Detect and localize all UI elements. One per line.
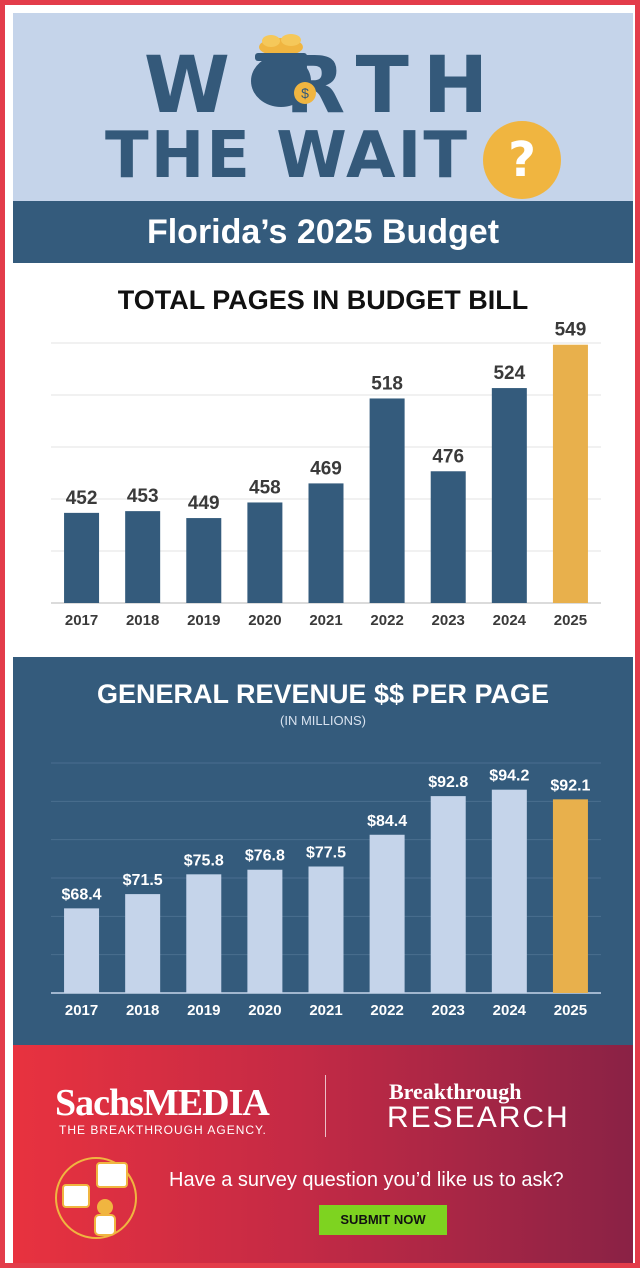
chart1-title: TOTAL PAGES IN BUDGET BILL	[117, 285, 529, 315]
x-tick-2019: 2019	[187, 612, 220, 629]
x-tick-2020: 2020	[248, 612, 281, 629]
chart2-subtitle: (IN MILLIONS)	[280, 713, 366, 728]
x-tick-2017: 2017	[65, 1002, 98, 1019]
hero-title-line2: THE WAIT	[105, 119, 469, 193]
bar-2018	[125, 511, 161, 603]
bar-2024	[491, 789, 527, 993]
bar-2021	[308, 866, 344, 993]
sachs-media-tagline: THE BREAKTHROUGH AGENCY.	[59, 1123, 267, 1137]
data-label-2019: $75.8	[184, 852, 224, 869]
bar-2021	[308, 483, 344, 603]
logo-divider	[325, 1075, 326, 1137]
bar-2020	[247, 869, 283, 993]
data-label-2020: $76.8	[245, 848, 285, 865]
bar-2022	[369, 834, 405, 993]
x-tick-2024: 2024	[493, 612, 527, 629]
bar-2019	[186, 518, 222, 603]
bar-2018	[125, 894, 161, 993]
bar-2017	[64, 908, 100, 993]
bar-2023	[430, 471, 466, 603]
sachs-media-logo[interactable]: SachsMEDIA	[55, 1082, 270, 1124]
title-band: Florida’s 2025 Budget	[13, 201, 633, 263]
bar-2025	[552, 344, 588, 603]
pages-bar-chart: 452 2017 453 2018 449 2019 458 2020 469 2021 518 20…	[51, 320, 601, 629]
breakthrough-logo-line1[interactable]: Breakthrough	[389, 1079, 522, 1104]
data-label-2017: $68.4	[62, 886, 102, 903]
x-tick-2020: 2020	[248, 1002, 281, 1019]
data-label-2022: $84.4	[367, 813, 407, 830]
data-label-2021: $77.5	[306, 845, 346, 862]
hero-banner: W RTH $ THE WAIT ?	[13, 13, 633, 201]
bar-2017	[64, 512, 100, 603]
bar-2023	[430, 796, 466, 993]
x-tick-2021: 2021	[309, 1002, 342, 1019]
bar-2024	[491, 388, 527, 603]
money-pot-icon: $	[251, 34, 316, 107]
chart2-title: GENERAL REVENUE $$ PER PAGE	[96, 679, 550, 709]
revenue-chart-panel: GENERAL REVENUE $$ PER PAGE (IN MILLIONS…	[13, 657, 633, 1045]
survey-prompt: Have a survey question you’d like us to …	[169, 1169, 564, 1191]
data-label-2022: 518	[371, 373, 403, 394]
x-tick-2025: 2025	[554, 1002, 587, 1019]
x-tick-2021: 2021	[309, 612, 342, 629]
bar-2019	[186, 874, 222, 993]
x-tick-2024: 2024	[493, 1002, 527, 1019]
revenue-bar-chart: $68.4 2017 $71.5 2018 $75.8 2019 $76.8 2020 $77.…	[51, 762, 601, 1019]
question-mark-icon: ?	[483, 121, 561, 199]
data-label-2023: 476	[432, 446, 464, 467]
data-label-2024: $94.2	[489, 768, 529, 785]
data-label-2019: 449	[188, 493, 220, 514]
x-tick-2018: 2018	[126, 1002, 159, 1019]
data-label-2024: 524	[493, 363, 525, 384]
data-label-2021: 469	[310, 458, 342, 479]
x-tick-2017: 2017	[65, 612, 98, 629]
x-tick-2023: 2023	[432, 1002, 465, 1019]
data-label-2018: 453	[127, 486, 159, 507]
data-label-2020: 458	[249, 477, 281, 498]
x-tick-2023: 2023	[432, 612, 465, 629]
page-title: Florida’s 2025 Budget	[146, 213, 500, 251]
data-label-2023: $92.8	[428, 774, 468, 791]
hero-title-line1: W RTH	[143, 41, 503, 131]
breakthrough-logo-line2[interactable]: RESEARCH	[387, 1101, 570, 1134]
footer-banner: SachsMEDIA THE BREAKTHROUGH AGENCY. Brea…	[13, 1045, 633, 1263]
x-tick-2018: 2018	[126, 612, 159, 629]
x-tick-2025: 2025	[554, 612, 587, 629]
coin-symbol: $	[301, 85, 309, 101]
x-tick-2022: 2022	[370, 1002, 403, 1019]
survey-person-icon	[55, 1157, 137, 1239]
data-label-2017: 452	[66, 488, 98, 509]
submit-now-button[interactable]: SUBMIT NOW	[319, 1205, 447, 1235]
data-label-2018: $71.5	[123, 872, 163, 889]
bar-2025	[552, 799, 588, 993]
bar-2022	[369, 398, 405, 603]
bar-2020	[247, 502, 283, 603]
data-label-2025: $92.1	[550, 777, 590, 794]
data-label-2025: 549	[555, 320, 587, 341]
x-tick-2022: 2022	[370, 612, 403, 629]
x-tick-2019: 2019	[187, 1002, 220, 1019]
